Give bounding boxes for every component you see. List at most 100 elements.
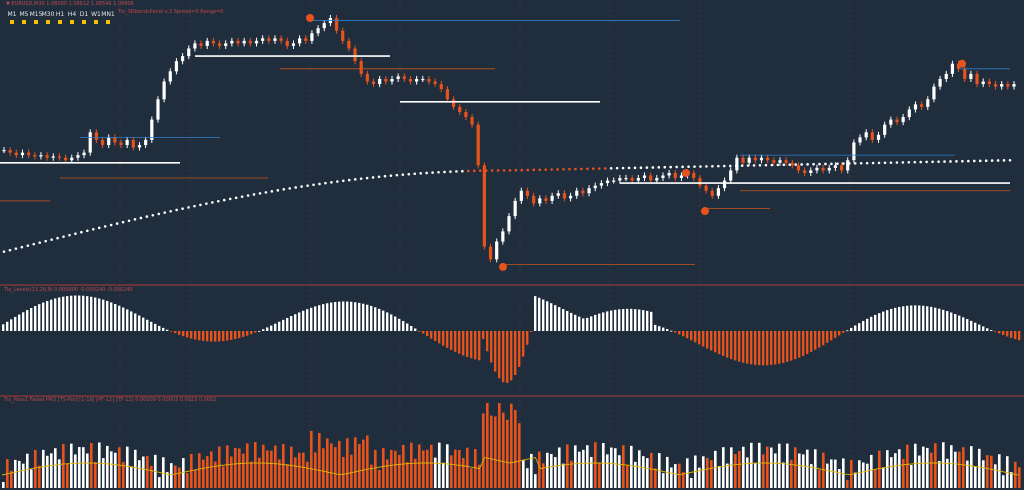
timeframe-m15[interactable]: M15 [30,11,42,24]
candle-body [525,190,530,196]
timeframe-mn1[interactable]: MN1 [101,11,115,24]
volume-bar [26,453,29,488]
candle-body [864,132,868,138]
candle-body [230,40,234,44]
volume-bar [1018,467,1021,488]
oscillator-bar [278,321,281,331]
timeframe-m5[interactable]: M5 [18,11,30,24]
volume-bar [38,465,41,488]
ma-dot [675,165,678,169]
oscillator-bar [966,319,969,331]
oscillator-bar [426,331,429,337]
timeframe-h4[interactable]: H4 [66,11,78,24]
oscillator-bar [770,331,773,365]
candle-body [63,157,68,161]
ma-dot [342,179,345,183]
volume-bar [142,456,145,488]
candle-body [624,178,628,180]
oscillator-bar [610,310,613,331]
volume-bar [462,458,465,488]
oscillator-bar [214,331,217,342]
volume-bar [66,463,69,488]
candle-body [304,38,308,41]
ma-dot [1002,159,1006,162]
ma-dot [764,163,768,167]
timeframe-w1[interactable]: W1 [90,11,102,24]
timeframe-d1[interactable]: D1 [78,11,90,24]
ma-dot [472,169,476,173]
oscillator-bar [222,331,225,342]
ma-dot [705,165,708,168]
ma-dot [639,166,643,169]
volume-bar [258,457,261,488]
ma-dot [127,219,131,223]
volume-bar [414,458,417,488]
volume-bar [506,419,509,488]
ma-dot [91,228,95,231]
ma-dot [949,160,952,163]
candle-body [852,142,856,161]
volume-bar [46,455,49,488]
candle-body [113,137,117,143]
candle-body [378,78,382,85]
timeframe-m30[interactable]: M30 [42,11,54,24]
volume-bar [10,470,13,488]
candle-body [248,40,252,44]
oscillator-bar [942,309,945,331]
volume-bar [326,438,329,488]
oscillator-bar [622,308,625,331]
candle-body [735,157,739,171]
timeframe-h1[interactable]: H1 [54,11,66,24]
ma-dot [109,223,113,227]
oscillator-bar [834,331,837,338]
volume-bar [822,452,825,488]
volume-bar [518,423,521,488]
volume-bar [682,472,685,488]
oscillator-bar [362,303,365,331]
timeframe-m1[interactable]: M1 [6,11,18,24]
oscillator-bar [42,302,45,331]
candle-body [710,190,714,196]
candle-body [950,63,955,74]
volume-bar [338,440,341,488]
volume-bar [234,447,237,488]
ma-dot [520,168,524,172]
oscillator-bar [342,301,345,331]
volume-bar [598,462,601,488]
volume-bar [106,445,109,488]
ma-dot [2,250,6,253]
ma-dot [871,161,875,165]
ma-dot [437,170,440,174]
candle-body [667,172,671,176]
candle-body [612,180,616,182]
oscillator-bar [302,310,305,331]
ma-dot [847,162,851,165]
volume-bar [806,449,809,488]
volume-bar [546,452,549,488]
candle-body [889,119,893,125]
volume-bar [454,449,457,488]
candle-body [766,157,770,161]
oscillator-bar [1006,331,1009,337]
oscillator-bar [650,311,653,331]
candle-body [722,180,727,189]
oscillator-bar [478,331,481,361]
oscillator-bar [50,299,53,331]
volume-bar [578,451,581,488]
candle-body [365,73,369,82]
candle-body [451,99,456,107]
ma-dot [925,160,928,164]
oscillator-bar [998,331,1001,334]
volume-bar [866,463,869,488]
oscillator-bar [138,315,141,331]
ma-dot [121,220,125,224]
volume-bar [494,416,497,488]
oscillator-bar [442,331,445,346]
volume-bar [18,460,21,488]
volume-bar [962,447,965,488]
ma-dot [770,163,774,167]
oscillator-bar [702,331,705,347]
oscillator-bar [898,306,901,331]
candle-body [944,73,948,79]
